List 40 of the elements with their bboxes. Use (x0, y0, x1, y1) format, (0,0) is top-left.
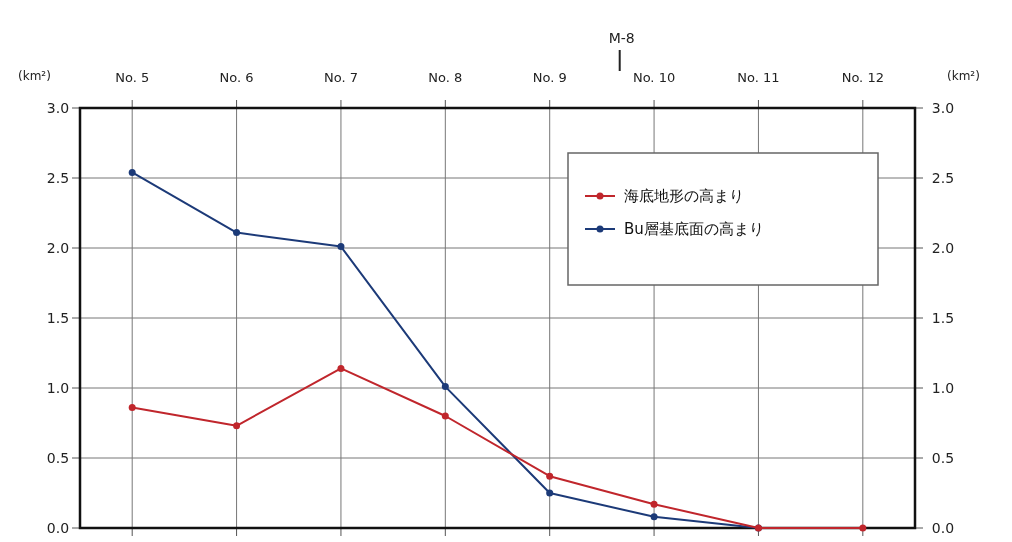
y-tick-label: 0.5 (46, 449, 70, 466)
y-tick-label: 2.0 (46, 239, 70, 256)
point (128, 168, 136, 176)
x-tick-label: No. 8 (428, 70, 463, 85)
y-axis-title: (km²) (18, 69, 51, 83)
y2-tick-label: 2.0 (931, 239, 955, 256)
point (859, 524, 867, 532)
point (128, 404, 136, 412)
x-tick-label: No. 6 (219, 70, 254, 85)
y-tick-label: 1.0 (46, 379, 70, 396)
legend-label: Bu層基底面の高まり (624, 220, 764, 239)
y2-tick-label: 3.0 (931, 99, 955, 116)
y-tick-label: 2.5 (46, 169, 70, 186)
x-tick-label: No. 12 (841, 70, 884, 85)
point (650, 513, 658, 521)
y-tick-label: 1.5 (46, 309, 70, 326)
text: M-8 (608, 30, 635, 46)
y2-tick-label: 0.5 (931, 449, 955, 466)
y-tick-label: 3.0 (46, 99, 70, 116)
y2-tick-label: 2.5 (931, 169, 955, 186)
point (441, 412, 449, 420)
y2-axis-title: (km²) (947, 69, 980, 83)
point (337, 364, 345, 372)
point (337, 243, 345, 251)
x-tick-label: No. 7 (323, 70, 358, 85)
point (441, 383, 449, 391)
point (233, 229, 241, 237)
legend-label: 海底地形の高まり (624, 187, 744, 206)
y2-tick-label: 1.0 (931, 379, 955, 396)
y-tick-label: 0.0 (46, 519, 70, 536)
x-tick-label: No. 11 (737, 70, 780, 85)
point (546, 489, 554, 497)
point (650, 500, 658, 508)
x-tick-label: No. 10 (632, 70, 676, 85)
y2-tick-label: 1.5 (931, 309, 955, 326)
x-tick-label: No. 9 (532, 70, 567, 85)
y2-tick-label: 0.0 (931, 519, 955, 536)
x-tick-label: No. 5 (115, 70, 150, 85)
point (546, 472, 554, 480)
point (233, 422, 241, 430)
